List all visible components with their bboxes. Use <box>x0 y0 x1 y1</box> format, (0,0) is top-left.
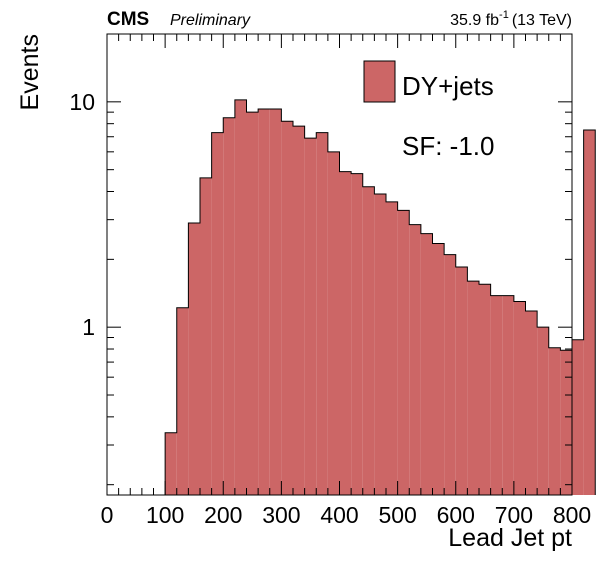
x-tick-label: 0 <box>101 502 114 528</box>
histogram-bar <box>258 108 270 495</box>
histogram-bar <box>420 233 433 496</box>
histogram-bar <box>211 132 224 495</box>
histogram-bar <box>362 186 375 496</box>
histogram-bar <box>304 138 317 495</box>
y-tick-label: 10 <box>69 89 95 115</box>
lumi-exponent: -1 <box>499 9 509 21</box>
preliminary-label: Preliminary <box>170 12 251 29</box>
histogram-bar <box>513 301 526 495</box>
histogram-bar <box>188 222 201 496</box>
x-tick-label: 400 <box>320 502 358 528</box>
luminosity-label: 35.9 fb-1 (13 TeV) <box>450 9 572 29</box>
x-tick-label: 800 <box>553 502 591 528</box>
histogram-bar <box>409 224 421 495</box>
histogram-bar <box>176 307 189 495</box>
histogram-bar <box>234 99 247 496</box>
x-tick-label: 100 <box>146 502 184 528</box>
x-axis-ticks <box>106 34 573 495</box>
histogram-bar <box>583 129 596 496</box>
histogram-bar <box>316 132 328 495</box>
histogram-bar <box>432 243 445 495</box>
histogram-bar <box>374 193 387 496</box>
histogram-outline <box>164 99 596 495</box>
lumi-value: 35.9 fb <box>450 12 499 29</box>
histogram-bar <box>490 295 503 495</box>
x-tick-label: 500 <box>378 502 416 528</box>
histogram-bar <box>269 108 282 495</box>
histogram-bar <box>455 266 468 495</box>
histogram-bar <box>560 350 573 495</box>
histogram-bar <box>223 117 235 496</box>
histogram-bars <box>164 99 596 496</box>
histogram-bar <box>293 126 305 496</box>
histogram-bar <box>165 432 177 495</box>
histogram-bar <box>537 327 549 495</box>
legend-swatch-dy-jets <box>363 60 396 103</box>
scale-factor-annotation: SF: -1.0 <box>402 131 494 161</box>
y-axis-tick-labels: 1 10 <box>69 89 95 340</box>
histogram-bar <box>339 171 352 495</box>
x-tick-label: 200 <box>204 502 242 528</box>
histogram-bar <box>200 177 212 495</box>
x-axis-tick-labels: 0 100 200 300 400 500 600 700 800 <box>101 502 592 528</box>
histogram-bar <box>467 281 480 495</box>
histogram-bar <box>444 254 456 495</box>
histogram-bar <box>397 210 410 495</box>
y-axis-label: Events <box>16 34 44 110</box>
histogram-bar <box>281 121 294 495</box>
histogram-bar <box>351 173 363 496</box>
energy-value: (13 TeV) <box>512 12 572 29</box>
histogram-bar <box>479 284 491 495</box>
x-axis-label: Lead Jet pt <box>448 524 572 552</box>
histogram-bar <box>525 310 538 495</box>
histogram-bar <box>386 201 398 495</box>
histogram-bar <box>572 339 584 495</box>
histogram-bar <box>327 151 340 495</box>
histogram-bar <box>246 112 259 496</box>
histogram-bar <box>548 347 561 495</box>
histogram-bar <box>502 295 514 495</box>
x-tick-label: 600 <box>437 502 475 528</box>
y-tick-label: 1 <box>82 314 95 340</box>
cms-label: CMS <box>107 9 149 30</box>
legend-label-dy-jets: DY+jets <box>402 71 494 101</box>
x-tick-label: 300 <box>262 502 300 528</box>
y-axis-ticks <box>107 33 572 486</box>
x-tick-label: 700 <box>495 502 533 528</box>
